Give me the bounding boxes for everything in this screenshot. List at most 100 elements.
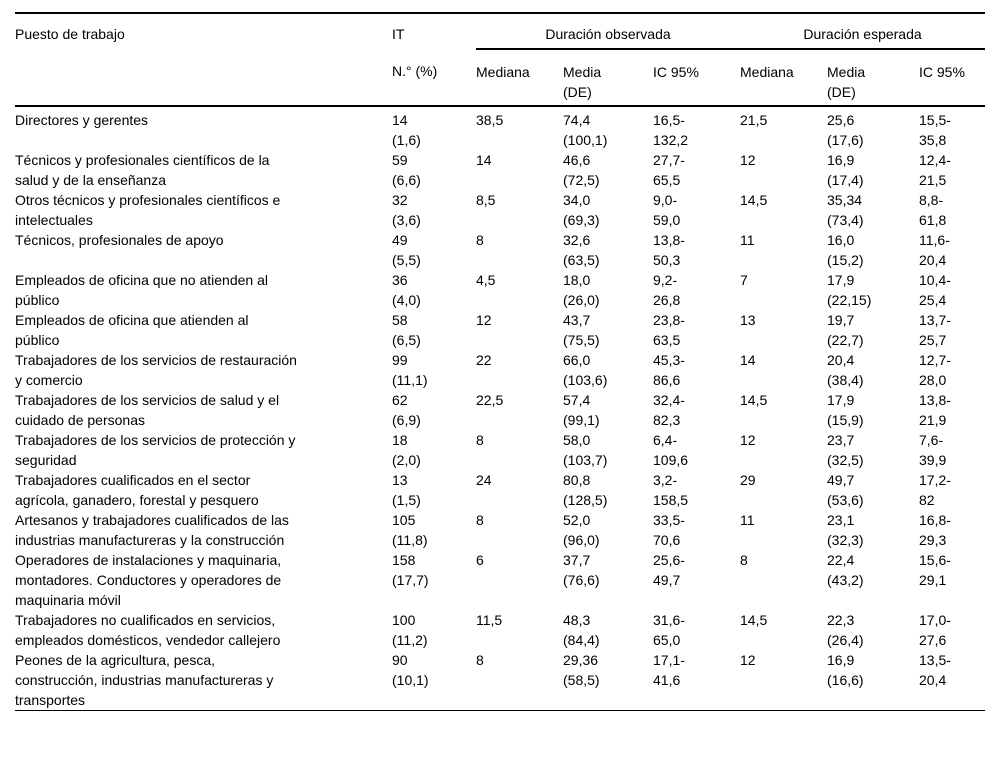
cell-esp-media-de: 23,1 (32,3) bbox=[827, 512, 864, 548]
cell-esp-mediana: 29 bbox=[740, 472, 756, 488]
table-row: Artesanos y trabajadores cualificados de… bbox=[15, 510, 985, 550]
cell-esp-ic95: 7,6- 39,9 bbox=[919, 432, 947, 468]
cell-it: 62 (6,9) bbox=[392, 392, 421, 428]
cell-obs-media-de: 66,0 (103,6) bbox=[563, 352, 608, 388]
column-header-puesto-de-trabajo: Puesto de trabajo bbox=[15, 13, 392, 107]
cell-it: 90 (10,1) bbox=[392, 652, 429, 688]
cell-obs-media-de: 32,6 (63,5) bbox=[563, 232, 600, 268]
cell-obs-ic95: 9,2- 26,8 bbox=[653, 272, 681, 308]
table-row: Empleados de oficina que no atienden al … bbox=[15, 270, 985, 310]
cell-obs-media-de: 18,0 (26,0) bbox=[563, 272, 600, 308]
cell-esp-media-de: 22,4 (43,2) bbox=[827, 552, 864, 588]
cell-obs-mediana: 22,5 bbox=[476, 392, 504, 408]
column-header-it: IT bbox=[392, 26, 405, 42]
cell-esp-media-de: 25,6 (17,6) bbox=[827, 112, 864, 148]
table-row: Trabajadores de los servicios de restaur… bbox=[15, 350, 985, 390]
column-header-it-n-pct: N.° (%) bbox=[392, 49, 476, 107]
cell-puesto: Artesanos y trabajadores cualificados de… bbox=[15, 512, 289, 548]
cell-obs-media-de: 58,0 (103,7) bbox=[563, 432, 608, 468]
cell-esp-mediana: 12 bbox=[740, 652, 756, 668]
cell-esp-mediana: 12 bbox=[740, 432, 756, 448]
table-row: Directores y gerentes 14 (1,6) 38,5 74,4 (1… bbox=[15, 106, 985, 150]
cell-obs-ic95: 23,8- 63,5 bbox=[653, 312, 685, 348]
cell-obs-mediana: 4,5 bbox=[476, 272, 496, 288]
table-row: Trabajadores no cualificados en servicio… bbox=[15, 610, 985, 650]
group-header-duracion-observada: Duración observada bbox=[476, 13, 740, 50]
cell-it: 100 (11,2) bbox=[392, 612, 428, 648]
cell-esp-mediana: 7 bbox=[740, 272, 748, 288]
cell-esp-mediana: 14,5 bbox=[740, 612, 768, 628]
cell-obs-ic95: 17,1- 41,6 bbox=[653, 652, 685, 688]
cell-esp-ic95: 10,4- 25,4 bbox=[919, 272, 951, 308]
cell-esp-media-de: 19,7 (22,7) bbox=[827, 312, 864, 348]
cell-esp-media-de: 17,9 (15,9) bbox=[827, 392, 864, 428]
cell-it: 158 (17,7) bbox=[392, 552, 429, 588]
cell-esp-media-de: 17,9 (22,15) bbox=[827, 272, 872, 308]
cell-obs-ic95: 31,6- 65,0 bbox=[653, 612, 685, 648]
cell-obs-ic95: 3,2- 158,5 bbox=[653, 472, 689, 508]
header-group-row: Puesto de trabajo IT Duración observada … bbox=[15, 13, 986, 107]
column-header-media-de-observada: Media (DE) bbox=[563, 49, 653, 107]
cell-esp-ic95: 15,5- 35,8 bbox=[919, 112, 951, 148]
cell-obs-media-de: 48,3 (84,4) bbox=[563, 612, 600, 648]
cell-obs-media-de: 37,7 (76,6) bbox=[563, 552, 600, 588]
cell-esp-mediana: 11 bbox=[740, 232, 755, 248]
duration-statistics-table: Puesto de trabajo IT Duración observada … bbox=[15, 12, 986, 711]
cell-esp-ic95: 8,8- 61,8 bbox=[919, 192, 947, 228]
cell-puesto: Empleados de oficina que no atienden al … bbox=[15, 272, 268, 308]
cell-puesto: Trabajadores de los servicios de protecc… bbox=[15, 432, 296, 468]
group-header-duracion-esperada: Duración esperada bbox=[740, 13, 986, 50]
cell-obs-mediana: 24 bbox=[476, 472, 492, 488]
table-row: Operadores de instalaciones y maquinaria… bbox=[15, 550, 985, 610]
cell-obs-media-de: 74,4 (100,1) bbox=[563, 112, 608, 148]
table-row: Peones de la agricultura, pesca, constru… bbox=[15, 650, 985, 711]
cell-puesto: Técnicos y profesionales científicos de … bbox=[15, 152, 270, 188]
table-row: Trabajadores de los servicios de protecc… bbox=[15, 430, 985, 470]
table-row: Otros técnicos y profesionales científic… bbox=[15, 190, 985, 230]
column-header-media-de-esperada: Media (DE) bbox=[827, 49, 919, 107]
cell-it: 59 (6,6) bbox=[392, 152, 421, 188]
cell-esp-media-de: 20,4 (38,4) bbox=[827, 352, 864, 388]
header-sub-row: N.° (%) Mediana Media (DE) IC 95% Median… bbox=[15, 49, 986, 107]
cell-esp-media-de: 23,7 (32,5) bbox=[827, 432, 864, 468]
cell-esp-ic95: 16,8- 29,3 bbox=[919, 512, 951, 548]
cell-obs-mediana: 8 bbox=[476, 652, 484, 668]
table-body: Directores y gerentes 14 (1,6) 38,5 74,4 (1… bbox=[15, 106, 985, 711]
cell-puesto: Empleados de oficina que atienden al púb… bbox=[15, 312, 249, 348]
cell-esp-ic95: 12,7- 28,0 bbox=[919, 352, 951, 388]
cell-obs-media-de: 80,8 (128,5) bbox=[563, 472, 608, 508]
cell-esp-media-de: 49,7 (53,6) bbox=[827, 472, 864, 508]
cell-esp-ic95: 11,6- 20,4 bbox=[919, 232, 950, 268]
cell-puesto: Peones de la agricultura, pesca, constru… bbox=[15, 652, 274, 708]
column-header-mediana-esperada: Mediana bbox=[740, 49, 827, 107]
cell-obs-media-de: 46,6 (72,5) bbox=[563, 152, 600, 188]
cell-obs-media-de: 43,7 (75,5) bbox=[563, 312, 600, 348]
cell-obs-mediana: 38,5 bbox=[476, 112, 504, 128]
cell-esp-media-de: 35,34 (73,4) bbox=[827, 192, 864, 228]
table-header: Puesto de trabajo IT Duración observada … bbox=[15, 13, 986, 107]
cell-esp-ic95: 17,2- 82 bbox=[919, 472, 951, 508]
cell-esp-mediana: 14,5 bbox=[740, 192, 768, 208]
cell-esp-ic95: 13,5- 20,4 bbox=[919, 652, 951, 688]
cell-it: 36 (4,0) bbox=[392, 272, 421, 308]
cell-puesto: Trabajadores de los servicios de restaur… bbox=[15, 352, 297, 388]
cell-esp-media-de: 16,9 (16,6) bbox=[827, 652, 864, 688]
table-row: Trabajadores cualificados en el sector a… bbox=[15, 470, 985, 510]
cell-it: 14 (1,6) bbox=[392, 112, 421, 148]
column-header-ic95-observada: IC 95% bbox=[653, 49, 740, 107]
cell-obs-ic95: 25,6- 49,7 bbox=[653, 552, 685, 588]
table-row: Técnicos y profesionales científicos de … bbox=[15, 150, 985, 190]
table-row: Trabajadores de los servicios de salud y… bbox=[15, 390, 985, 430]
cell-obs-mediana: 14 bbox=[476, 152, 492, 168]
cell-obs-ic95: 32,4- 82,3 bbox=[653, 392, 685, 428]
cell-esp-ic95: 12,4- 21,5 bbox=[919, 152, 951, 188]
cell-obs-ic95: 45,3- 86,6 bbox=[653, 352, 685, 388]
cell-it: 32 (3,6) bbox=[392, 192, 421, 228]
cell-obs-mediana: 8 bbox=[476, 432, 484, 448]
cell-esp-mediana: 8 bbox=[740, 552, 748, 568]
cell-esp-ic95: 13,8- 21,9 bbox=[919, 392, 951, 428]
cell-puesto: Operadores de instalaciones y maquinaria… bbox=[15, 552, 282, 608]
cell-puesto: Directores y gerentes bbox=[15, 112, 149, 128]
cell-obs-media-de: 57,4 (99,1) bbox=[563, 392, 600, 428]
